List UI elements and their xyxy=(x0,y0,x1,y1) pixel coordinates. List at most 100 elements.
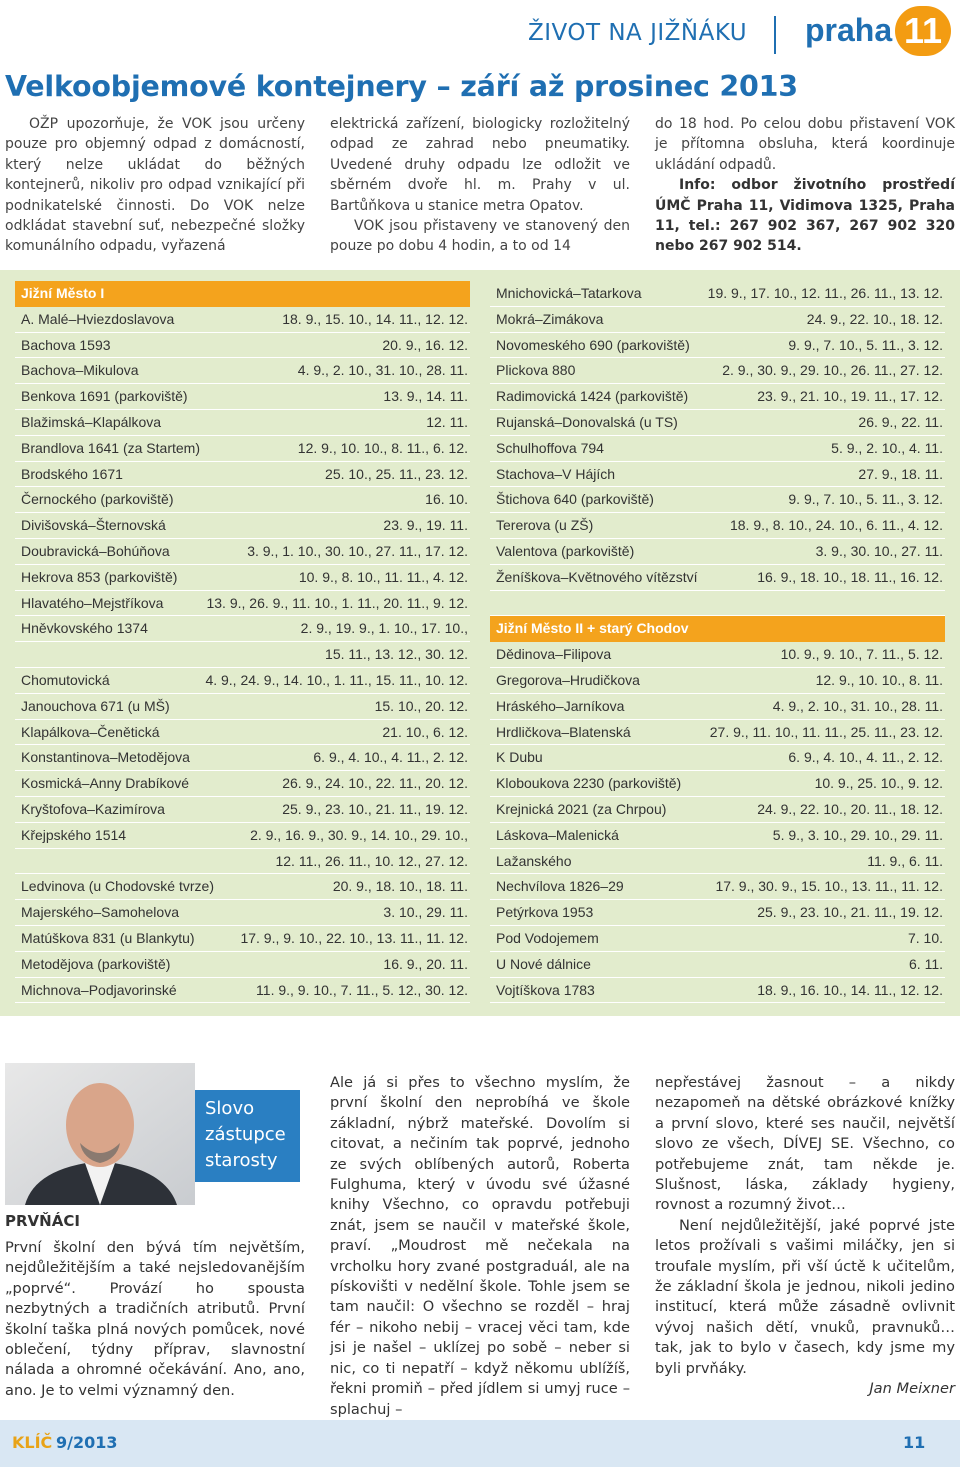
footer: KLÍČ 9/2013 11 xyxy=(0,1420,960,1467)
section-heading: Jižní Město I xyxy=(15,281,470,307)
street: Valentova (parkoviště) xyxy=(496,542,635,559)
dates: 6. 9., 4. 10., 4. 11., 2. 12. xyxy=(313,749,468,766)
table-row: Klapálkova–Čenětická 21. 10., 6. 12. xyxy=(15,720,470,746)
street: Pod Vodojemem xyxy=(496,929,599,946)
street: Chomutovická xyxy=(21,671,110,688)
dates: 25. 9., 23. 10., 21. 11., 19. 12. xyxy=(282,800,468,817)
table-row: Krejnická 2021 (za Chrpou) 24. 9., 22. 10… xyxy=(490,797,945,823)
info: Info: odbor životního prostředí ÚMČ Prah… xyxy=(655,177,955,255)
dates: 5. 9., 2. 10., 4. 11. xyxy=(831,439,943,456)
photo-beard xyxy=(80,1143,120,1163)
paragraph: Není nejdůležitější, jaké poprvé jste le… xyxy=(655,1216,955,1377)
dates: 7. 10. xyxy=(907,929,943,946)
dates: 2. 9., 16. 9., 30. 9., 14. 10., 29. 10., xyxy=(250,826,468,843)
table-row: Majerského–Samohelova 3. 10., 29. 11. xyxy=(15,900,470,926)
street: Klapálkova–Čenětická xyxy=(21,723,160,740)
dates: 26. 9., 22. 11. xyxy=(858,413,943,430)
street: U Nové dálnice xyxy=(496,955,591,972)
street: Štichova 640 (parkoviště) xyxy=(496,491,654,508)
table-row: Hlavatého–Mejstříkova 13. 9., 26. 9., 11.… xyxy=(15,591,470,617)
paragraph: nepřestávej žasnout – a nikdy nezapomeň … xyxy=(655,1074,955,1214)
dates: 12. 9., 10. 10., 8. 11., 6. 12. xyxy=(297,439,468,456)
section-name: ŽIVOT NA JIŽŇÁKU xyxy=(528,20,748,46)
street: Nechvílova 1826–29 xyxy=(496,878,624,895)
table-row: Kosmická–Anny Drabíkové 26. 9., 24. 10., … xyxy=(15,771,470,797)
table-row: Michnova–Podjavorinské 11. 9., 9. 10., 7.… xyxy=(15,978,470,1004)
dates: 18. 9., 8. 10., 24. 10., 6. 11., 4. 12. xyxy=(729,517,943,534)
photo-shirt xyxy=(85,1163,115,1205)
street: Černockého (parkoviště) xyxy=(21,491,174,508)
dates: 24. 9., 22. 10., 18. 12. xyxy=(806,310,943,327)
table-row: Ledvinova (u Chodovské tvrze) 20. 9., 18.… xyxy=(15,874,470,901)
street: Hekrova 853 (parkoviště) xyxy=(21,568,178,585)
street: Mnichovická–Tatarkova xyxy=(496,285,642,301)
text-column: První školní den bývá tím největším, nej… xyxy=(5,1238,305,1401)
table-row: Doubravická–Bohúňova 3. 9., 1. 10., 30. 1… xyxy=(15,539,470,565)
dates: 6. 11. xyxy=(909,955,943,972)
intro-column: do 18 hod. Po celou dobu přistavení VOK … xyxy=(655,114,955,257)
dates: 27. 9., 11. 10., 11. 11., 25. 11., 23. 1… xyxy=(709,723,943,740)
dates: 11. 9., 6. 11. xyxy=(867,852,943,869)
street: Konstantinova–Metodějova xyxy=(21,749,190,766)
dates: 23. 9., 19. 11. xyxy=(383,517,468,534)
street: Matúškova 831 (u Blankytu) xyxy=(21,929,195,946)
table-row: Brandlova 1641 (za Startem) 12. 9., 10. 1… xyxy=(15,436,470,462)
table-row: Kryštofova–Kazimírova 25. 9., 23. 10., 21… xyxy=(15,797,470,823)
dates: 17. 9., 9. 10., 22. 10., 13. 11., 11. 12… xyxy=(240,929,468,946)
street: Vojtíškova 1783 xyxy=(496,981,595,998)
street: Hráského–Jarníkova xyxy=(496,697,625,714)
section-heading: Jižní Město II + starý Chodov xyxy=(490,616,945,643)
table-row: 15. 11., 13. 12., 30. 12. xyxy=(15,642,470,668)
street: Dědinova–Filipova xyxy=(496,646,612,663)
dates: 15. 11., 13. 12., 30. 12. xyxy=(325,646,468,663)
dates: 18. 9., 15. 10., 14. 11., 12. 12. xyxy=(282,310,468,327)
table-row: Hrdličkova–Blatenská 27. 9., 11. 10., 11.… xyxy=(490,720,945,746)
dates: 20. 9., 18. 10., 18. 11. xyxy=(332,878,468,895)
table-row: Matúškova 831 (u Blankytu) 17. 9., 9. 10.… xyxy=(15,926,470,952)
street: Divišovská–Šternovská xyxy=(21,517,166,534)
dates: 23. 9., 21. 10., 19. 11., 17. 12. xyxy=(757,388,943,405)
dates: 16. 9., 18. 10., 18. 11., 16. 12. xyxy=(757,568,943,585)
paragraph: elektrická zařízení, biologicky rozložit… xyxy=(330,116,630,214)
table-row: Metodějova (parkoviště) 16. 9., 20. 11. xyxy=(15,952,470,978)
table-row: Petýrkova 1953 25. 9., 23. 10., 21. 11., … xyxy=(490,900,945,926)
table-row: Valentova (parkoviště) 3. 9., 30. 10., 27… xyxy=(490,539,945,565)
issue: 9/2013 xyxy=(56,1433,118,1452)
table-row: Blažimská–Klapálkova 12. 11. xyxy=(15,410,470,436)
street: Lažanského xyxy=(496,852,572,869)
dates: 2. 9., 19. 9., 1. 10., 17. 10., xyxy=(300,620,468,637)
street: Hněvkovského 1374 xyxy=(21,620,148,637)
table-row: Nechvílova 1826–29 17. 9., 30. 9., 15. 10… xyxy=(490,874,945,901)
street: Radimovická 1424 (parkoviště) xyxy=(496,388,689,405)
street: Bachova–Mikulova xyxy=(21,362,139,379)
dates: 9. 9., 7. 10., 5. 11., 3. 12. xyxy=(788,336,943,353)
street: Metodějova (parkoviště) xyxy=(21,955,171,972)
table-row: Hekrova 853 (parkoviště) 10. 9., 8. 10., … xyxy=(15,565,470,591)
photo xyxy=(5,1063,195,1205)
table-row: Hráského–Jarníkova 4. 9., 2. 10., 31. 10.… xyxy=(490,694,945,720)
table-column: Jižní Město I A. Malé–Hviezdoslavova 18. 9… xyxy=(15,281,470,1004)
dates: 17. 9., 30. 9., 15. 10., 13. 11., 11. 12… xyxy=(715,878,943,895)
street: Rujanská–Donovalská (u TS) xyxy=(496,413,678,430)
table-row: Rujanská–Donovalská (u TS) 26. 9., 22. 11… xyxy=(490,410,945,436)
section-title: Jižní Město I xyxy=(21,285,105,301)
dates: 13. 9., 14. 11. xyxy=(383,388,468,405)
table-row: Láskova–Malenická 5. 9., 3. 10., 29. 10.,… xyxy=(490,823,945,849)
dates: 16. 10. xyxy=(425,491,468,508)
dates: 24. 9., 22. 10., 20. 11., 18. 12. xyxy=(757,800,943,817)
column-heading: PRVŇÁCI xyxy=(5,1212,80,1230)
street: Majerského–Samohelova xyxy=(21,904,179,921)
street: Hrdličkova–Blatenská xyxy=(496,723,631,740)
table-row: Lažanského 11. 9., 6. 11. xyxy=(490,849,945,875)
dates: 12. 9., 10. 10., 8. 11. xyxy=(815,671,943,688)
street: Kloboukova 2230 (parkoviště) xyxy=(496,775,682,792)
text-column: nepřestávej žasnout – a nikdy nezapomeň … xyxy=(655,1073,955,1379)
table-row: Bachova 1593 20. 9., 16. 12. xyxy=(15,333,470,359)
street: Kosmická–Anny Drabíkové xyxy=(21,775,190,792)
dates: 25. 9., 23. 10., 21. 11., 19. 12. xyxy=(757,904,943,921)
spacer-row xyxy=(490,591,945,617)
street: Kryštofova–Kazimírova xyxy=(21,800,165,817)
dates: 10. 9., 9. 10., 7. 11., 5. 12. xyxy=(780,646,943,663)
dates: 20. 9., 16. 12. xyxy=(382,336,468,353)
